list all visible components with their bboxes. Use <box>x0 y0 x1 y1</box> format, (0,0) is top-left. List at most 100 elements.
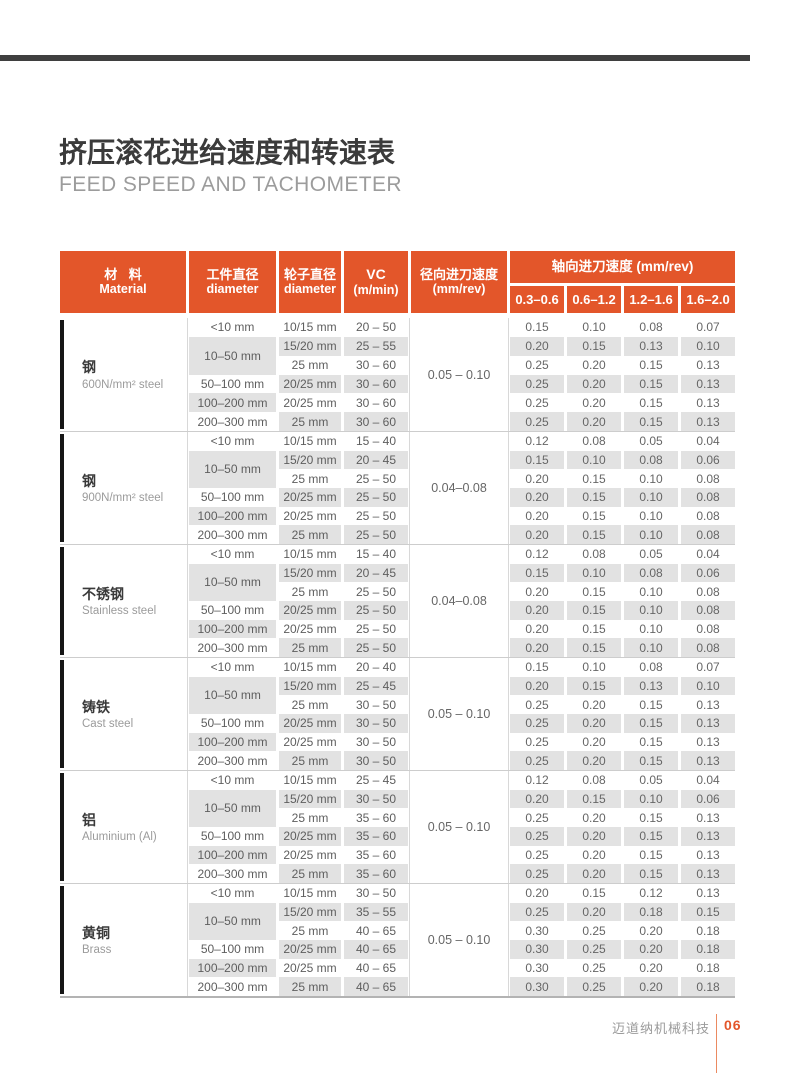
workpiece-diameter-cell: 100–200 mm <box>189 393 276 413</box>
wheel-diameter-cell: 10/15 mm <box>283 320 337 335</box>
axial-feed-cell: 0.15 <box>525 320 549 335</box>
axial-feed-cell: 0.10 <box>624 789 678 809</box>
workpiece-diameter-cell: 50–100 mm <box>200 376 265 391</box>
feed-speed-table: 材 料 Material 工件直径 diameter 轮子直径 diameter… <box>60 251 735 998</box>
footer-divider <box>716 1014 717 1073</box>
wheel-diameter-cell: 25 mm <box>291 923 329 938</box>
axial-feed-cell: 0.08 <box>681 525 735 544</box>
header-axial-range-1: 0.3–0.6 <box>510 286 564 313</box>
axial-feed-cell: 0.20 <box>624 939 678 959</box>
column-divider <box>409 318 410 431</box>
column-divider <box>187 432 188 544</box>
axial-feed-cell: 0.13 <box>681 826 735 846</box>
vc-cell: 30 – 50 <box>344 751 408 770</box>
axial-feed-cell: 0.10 <box>624 600 678 620</box>
material-accent-bar <box>60 320 64 429</box>
header-radial-zh: 径向进刀速度 <box>419 266 498 282</box>
axial-feed-cell: 0.13 <box>681 713 735 733</box>
page-subtitle: FEED SPEED AND TACHOMETER <box>59 172 402 196</box>
wheel-diameter-cell: 25 mm <box>291 697 329 712</box>
workpiece-diameter-cell: 50–100 mm <box>200 490 265 505</box>
axial-feed-cell: 0.15 <box>525 660 549 675</box>
vc-cell: 25 – 50 <box>344 600 408 620</box>
wheel-diameter-cell: 20/25 mm <box>283 621 337 636</box>
axial-feed-cell: 0.20 <box>582 697 606 712</box>
workpiece-diameter-cell: 50–100 mm <box>200 603 265 618</box>
axial-feed-cell: 0.10 <box>624 638 678 657</box>
vc-cell: 15 – 40 <box>355 547 397 562</box>
axial-feed-cell: 0.08 <box>624 450 678 470</box>
axial-feed-cell: 0.15 <box>639 358 663 373</box>
axial-feed-cell: 0.20 <box>567 864 621 883</box>
wheel-diameter-cell: 15/20 mm <box>279 902 341 922</box>
material-subtitle: Cast steel <box>82 718 134 731</box>
workpiece-diameter-cell: 50–100 mm <box>200 716 265 731</box>
axial-feed-cell: 0.10 <box>567 563 621 583</box>
wheel-diameter-cell: 20/25 mm <box>283 960 337 975</box>
axial-feed-cell: 0.20 <box>525 508 549 523</box>
workpiece-diameter-cell: 10–50 mm <box>189 902 276 940</box>
material-name: 铝 <box>82 811 96 828</box>
radial-feed-cell: 0.05 – 0.10 <box>427 367 491 382</box>
axial-feed-cell: 0.25 <box>567 939 621 959</box>
vc-cell: 40 – 65 <box>344 939 408 959</box>
axial-feed-cell: 0.25 <box>525 395 549 410</box>
wheel-diameter-cell: 25 mm <box>279 525 341 544</box>
wheel-diameter-cell: 25 mm <box>279 751 341 770</box>
vc-cell: 35 – 55 <box>344 902 408 922</box>
axial-feed-cell: 0.12 <box>639 886 663 901</box>
axial-feed-cell: 0.18 <box>696 923 720 938</box>
axial-feed-cell: 0.25 <box>510 864 564 883</box>
axial-feed-cell: 0.04 <box>696 434 720 449</box>
axial-feed-cell: 0.20 <box>567 374 621 394</box>
axial-feed-cell: 0.18 <box>681 939 735 959</box>
axial-feed-cell: 0.15 <box>567 676 621 696</box>
vc-cell: 30 – 60 <box>355 395 397 410</box>
axial-feed-cell: 0.15 <box>567 487 621 507</box>
axial-feed-cell: 0.20 <box>639 960 663 975</box>
axial-feed-cell: 0.15 <box>639 847 663 862</box>
material-subtitle: 900N/mm² steel <box>82 492 164 505</box>
axial-feed-cell: 0.07 <box>696 320 720 335</box>
vc-cell: 25 – 55 <box>344 336 408 356</box>
material-subtitle: Aluminium (Al) <box>82 831 157 844</box>
axial-feed-cell: 0.10 <box>624 487 678 507</box>
vc-cell: 20 – 50 <box>355 320 397 335</box>
axial-feed-cell: 0.20 <box>567 412 621 431</box>
vc-cell: 30 – 60 <box>344 374 408 394</box>
vc-cell: 25 – 50 <box>344 487 408 507</box>
column-divider <box>409 432 410 544</box>
axial-feed-cell: 0.08 <box>639 660 663 675</box>
axial-feed-cell: 0.05 <box>639 547 663 562</box>
vc-cell: 30 – 50 <box>344 789 408 809</box>
axial-feed-cell: 0.15 <box>624 751 678 770</box>
axial-feed-cell: 0.07 <box>696 660 720 675</box>
vc-cell: 30 – 50 <box>355 697 397 712</box>
vc-cell: 35 – 60 <box>355 810 397 825</box>
page-title: 挤压滚花进给速度和转速表 <box>59 137 396 168</box>
vc-cell: 30 – 50 <box>355 886 397 901</box>
vc-cell: 40 – 65 <box>344 977 408 996</box>
axial-feed-cell: 0.15 <box>567 789 621 809</box>
header-axial-feed: 轴向进刀速度 (mm/rev) <box>510 251 735 283</box>
axial-feed-cell: 0.13 <box>624 336 678 356</box>
axial-feed-cell: 0.12 <box>525 547 549 562</box>
axial-feed-cell: 0.10 <box>567 450 621 470</box>
axial-feed-cell: 0.25 <box>510 902 564 922</box>
axial-feed-cell: 0.20 <box>582 810 606 825</box>
vc-cell: 25 – 50 <box>355 508 397 523</box>
material-cell: 钢 900N/mm² steel <box>60 432 186 544</box>
axial-feed-cell: 0.13 <box>696 734 720 749</box>
table-body: 钢 600N/mm² steel 0.05 – 0.10 <10 mm 10/15 mm… <box>60 318 735 996</box>
axial-feed-cell: 0.15 <box>582 584 606 599</box>
workpiece-diameter-cell: <10 mm <box>210 320 255 335</box>
wheel-diameter-cell: 20/25 mm <box>283 734 337 749</box>
wheel-diameter-cell: 10/15 mm <box>283 773 337 788</box>
axial-feed-cell: 0.15 <box>510 563 564 583</box>
axial-feed-cell: 0.15 <box>624 374 678 394</box>
axial-feed-cell: 0.25 <box>582 960 606 975</box>
axial-feed-cell: 0.15 <box>567 525 621 544</box>
axial-feed-cell: 0.15 <box>582 471 606 486</box>
wheel-diameter-cell: 10/15 mm <box>283 434 337 449</box>
header-radial-en: (mm/rev) <box>432 282 486 297</box>
